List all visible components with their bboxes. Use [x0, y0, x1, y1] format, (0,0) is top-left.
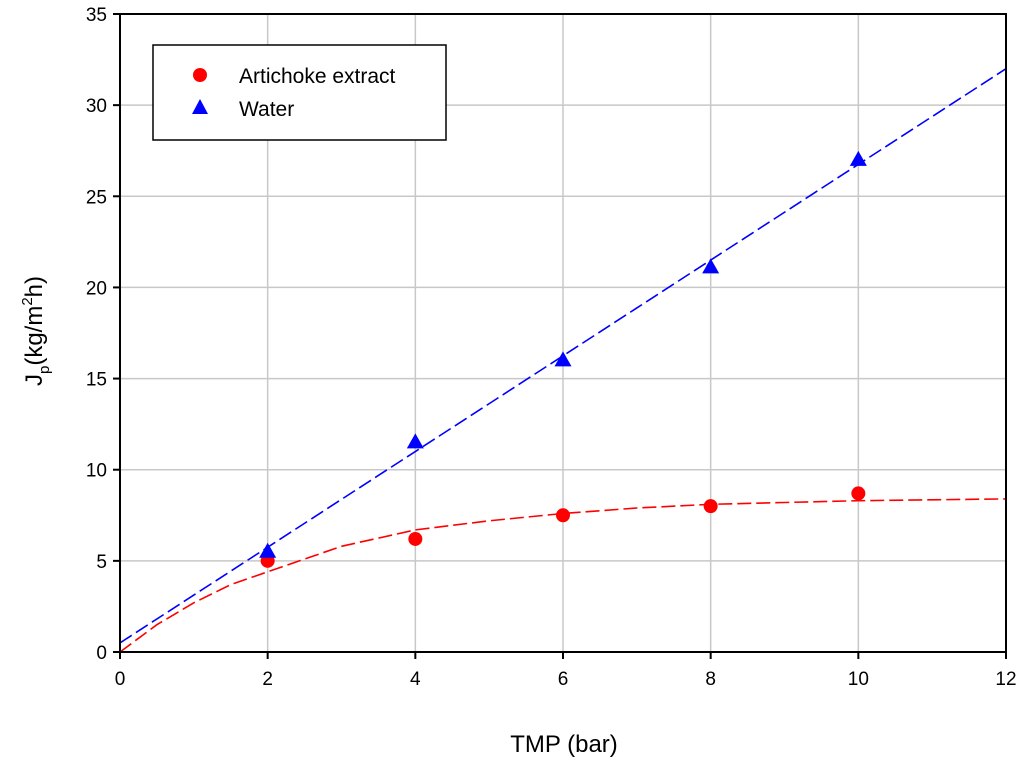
data-point-water	[406, 433, 424, 449]
y-tick-label: 15	[86, 370, 107, 391]
fit-line-artichoke-extract	[119, 498, 1007, 653]
x-tick-label: 2	[262, 669, 273, 690]
y-axis-label-end: h)	[21, 276, 48, 297]
data-point-water	[259, 542, 277, 558]
data-markers	[259, 150, 867, 568]
legend-marker-water	[192, 99, 208, 114]
y-ticks: 0 5 10 15 20 25 30 35	[86, 5, 120, 664]
legend-box	[152, 44, 447, 141]
data-point-artichoke-extract	[851, 486, 866, 501]
x-ticks: 0 2 4 6 8 10 12	[115, 652, 1017, 690]
y-axis-label-unit: (kg/m	[21, 306, 48, 366]
legend-label-water: Water	[239, 98, 294, 121]
y-tick-label: 30	[86, 96, 107, 117]
y-tick-label: 0	[96, 643, 107, 664]
x-tick-label: 4	[410, 669, 421, 690]
legend-marker-artichoke-extract	[193, 68, 207, 82]
y-axis-label-main: J	[21, 374, 48, 386]
y-axis-label-sub: p	[36, 366, 53, 374]
y-tick-label: 20	[86, 278, 107, 299]
y-tick-label: 5	[96, 552, 107, 573]
data-point-water	[554, 351, 572, 367]
data-point-artichoke-extract	[408, 531, 423, 546]
y-tick-label: 35	[86, 5, 107, 26]
y-axis-label-sup: 2	[19, 297, 36, 305]
grid	[119, 13, 1007, 653]
y-axis-label: Jp(kg/m2h)	[19, 276, 53, 386]
legend-label-artichoke-extract: Artichoke extract	[239, 65, 396, 88]
data-point-water	[702, 258, 720, 274]
data-point-artichoke-extract	[703, 499, 718, 514]
x-tick-label: 10	[848, 669, 869, 690]
x-tick-label: 8	[705, 669, 716, 690]
x-tick-label: 6	[558, 669, 569, 690]
y-tick-label: 10	[86, 461, 107, 482]
legend: Artichoke extract Water	[152, 44, 447, 141]
data-point-artichoke-extract	[556, 508, 570, 523]
y-tick-label: 25	[86, 187, 107, 208]
data-point-water	[849, 150, 867, 166]
x-axis-label: TMP (bar)	[510, 731, 618, 758]
x-tick-label: 12	[995, 669, 1016, 690]
x-tick-label: 0	[115, 669, 126, 690]
